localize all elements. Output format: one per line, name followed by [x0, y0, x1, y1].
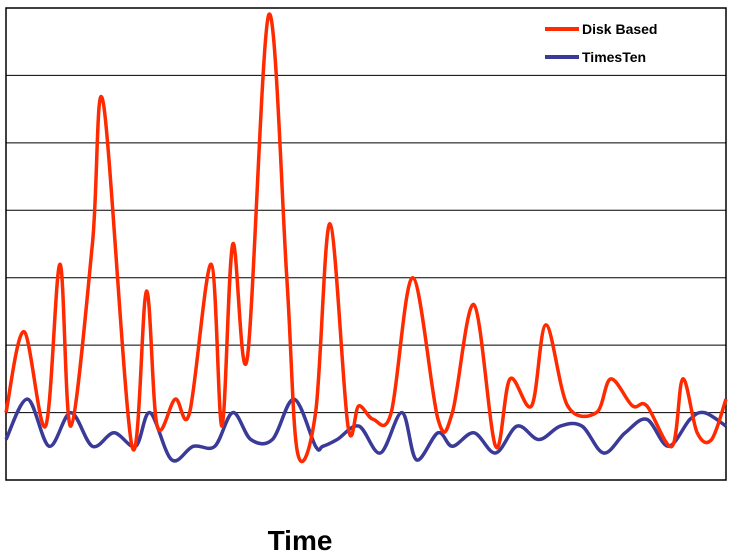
series-layer — [4, 12, 728, 464]
legend-label-disk-based: Disk Based — [582, 21, 657, 37]
gridlines — [6, 74, 726, 414]
series-line-disk-based — [4, 12, 728, 464]
legend-label-timesten: TimesTen — [582, 49, 646, 65]
legend: Disk Based TimesTen — [545, 21, 657, 65]
series-line-timesten — [4, 397, 727, 463]
plot-area-border — [5, 7, 727, 481]
x-axis-label: Time — [268, 525, 333, 556]
